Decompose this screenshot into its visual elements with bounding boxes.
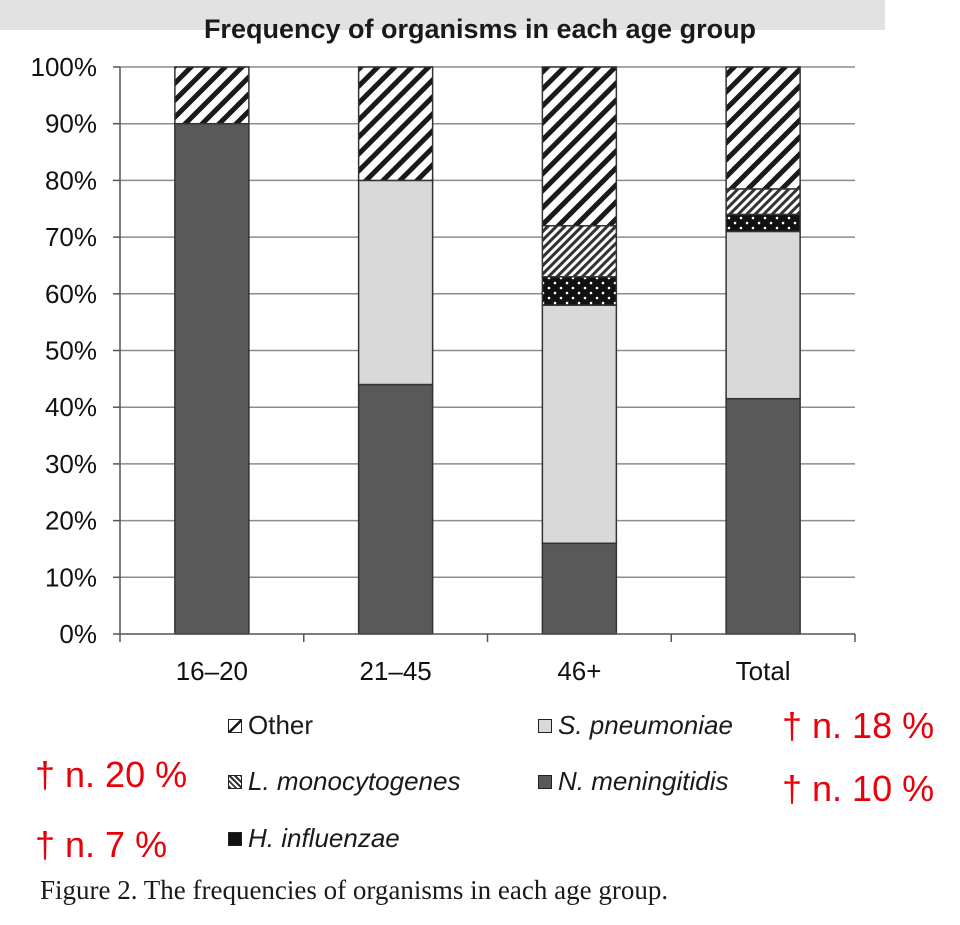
legend-s-pneumoniae: S. pneumoniae bbox=[538, 710, 733, 741]
legend-swatch-h-influenzae bbox=[228, 831, 242, 846]
legend-h-influenzae: H. influenzae bbox=[228, 823, 400, 854]
bar-segment-s-pneumoniae bbox=[357, 179, 434, 386]
legend-swatch-s-pneumoniae bbox=[538, 718, 552, 733]
bar-segment-h-influenzae bbox=[725, 213, 801, 233]
bar-segment-other bbox=[357, 66, 434, 182]
y-tick-label: 70% bbox=[45, 222, 97, 252]
y-tick-label: 100% bbox=[31, 52, 98, 82]
legend-label-s-pneumoniae: S. pneumoniae bbox=[558, 710, 733, 740]
x-tick-label: 16–20 bbox=[176, 656, 248, 686]
y-tick-label: 10% bbox=[45, 562, 97, 592]
title-bar-background bbox=[0, 0, 885, 30]
figure-caption: Figure 2. The frequencies of organisms i… bbox=[40, 875, 669, 905]
annotation-h-influenzae: † n. 7 % bbox=[35, 824, 168, 865]
legend-swatch-l-monocytogenes bbox=[228, 774, 242, 789]
y-tick-label: 20% bbox=[45, 506, 97, 536]
legend-label-h-influenzae: H. influenzae bbox=[248, 823, 400, 853]
bar-segment-n-meningitidis bbox=[725, 397, 801, 635]
annotation-l-monocytogenes: † n. 20 % bbox=[35, 754, 188, 795]
y-tick-label: 80% bbox=[45, 165, 97, 195]
legend-n-meningitidis: N. meningitidis bbox=[538, 766, 729, 797]
bar-segment-s-pneumoniae bbox=[725, 230, 801, 400]
y-tick-label: 30% bbox=[45, 449, 97, 479]
bar-segment-other bbox=[174, 66, 250, 125]
bar-segment-l-monocytogenes bbox=[725, 188, 801, 216]
bar-segment-other bbox=[725, 66, 801, 190]
legend-label-l-monocytogenes: L. monocytogenes bbox=[248, 766, 461, 796]
bar-segment-n-meningitidis bbox=[357, 383, 434, 635]
x-tick-label: 46+ bbox=[557, 656, 601, 686]
legend-other: Other bbox=[228, 710, 313, 741]
legend-swatch-n-meningitidis bbox=[538, 774, 552, 789]
chart-title: Frequency of organisms in each age group bbox=[203, 14, 757, 44]
x-tick-label: Total bbox=[736, 656, 791, 686]
x-tick-label: 21–45 bbox=[359, 656, 431, 686]
annotation-s-pneumoniae: † n. 18 % bbox=[782, 705, 935, 746]
bar-segment-s-pneumoniae bbox=[541, 304, 618, 545]
legend-l-monocytogenes: L. monocytogenes bbox=[228, 766, 460, 797]
bar-segment-n-meningitidis bbox=[541, 542, 618, 635]
legend-label-other: Other bbox=[248, 710, 314, 740]
bar-segment-n-meningitidis bbox=[174, 122, 250, 635]
legend-label-n-meningitidis: N. meningitidis bbox=[558, 766, 729, 796]
bar-segment-h-influenzae bbox=[541, 276, 618, 306]
bar-segment-other bbox=[541, 66, 618, 227]
y-tick-label: 90% bbox=[45, 109, 97, 139]
y-tick-label: 0% bbox=[59, 619, 97, 649]
bar-segment-l-monocytogenes bbox=[541, 225, 618, 278]
annotation-n-meningitidis: † n. 10 % bbox=[782, 768, 935, 809]
y-tick-label: 60% bbox=[45, 279, 97, 309]
legend-swatch-other bbox=[228, 718, 242, 733]
y-tick-label: 50% bbox=[45, 336, 97, 366]
y-tick-label: 40% bbox=[45, 392, 97, 422]
